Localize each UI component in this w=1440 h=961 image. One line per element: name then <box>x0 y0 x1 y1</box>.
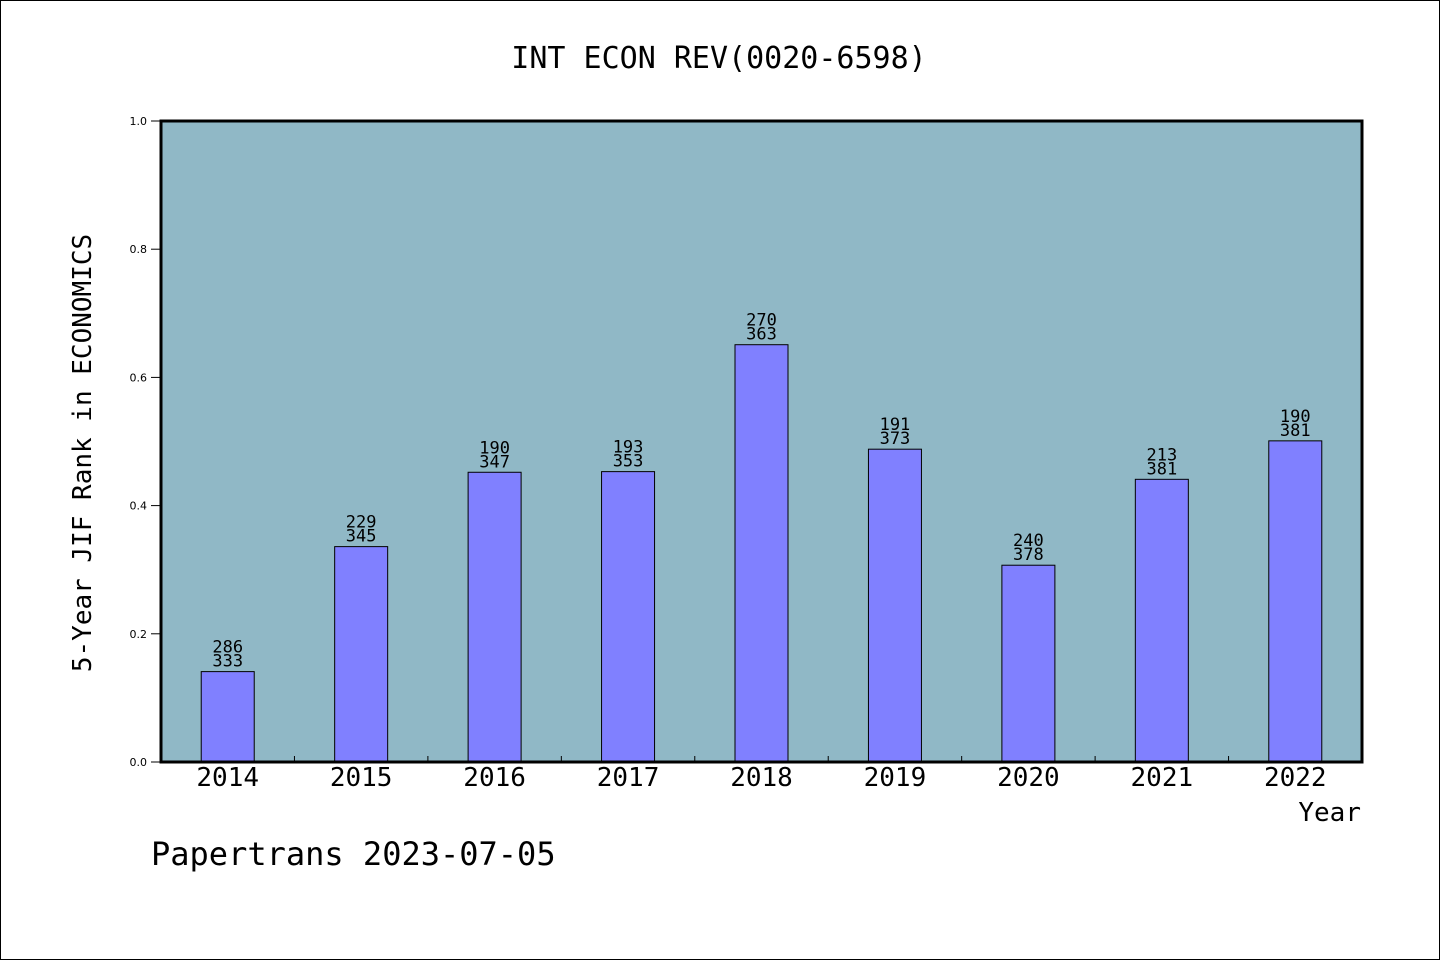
total-label-2021: 381 <box>1146 459 1177 479</box>
x-tick-label-2014: 2014 <box>196 763 259 793</box>
y-tick-label: 0.0 <box>130 756 148 769</box>
y-tick-label: 0.4 <box>130 500 148 513</box>
y-tick-label: 0.2 <box>130 628 148 641</box>
y-tick-label: 1.0 <box>130 115 148 128</box>
rank-label-2015: 229 <box>346 513 377 533</box>
rank-label-2017: 193 <box>613 438 644 458</box>
watermark-text: Papertrans 2023-07-05 <box>151 835 556 873</box>
total-label-2016: 347 <box>479 452 510 472</box>
rank-label-2022: 190 <box>1280 407 1311 427</box>
bar-2018 <box>734 344 789 763</box>
data-labels-layer: 2863332293451903471933532703631913732403… <box>212 311 1310 672</box>
total-label-2014: 333 <box>212 652 243 672</box>
bar-2017 <box>601 471 656 763</box>
bar-2015 <box>334 546 389 763</box>
bar-2022 <box>1268 440 1323 763</box>
total-label-2020: 378 <box>1013 545 1044 565</box>
rank-label-2019: 191 <box>880 415 911 435</box>
x-tick-label-2021: 2021 <box>1131 763 1194 793</box>
x-tick-label-2016: 2016 <box>463 763 526 793</box>
x-tick-label-2022: 2022 <box>1264 763 1327 793</box>
bar-2014 <box>200 671 255 763</box>
rank-label-2014: 286 <box>212 638 243 658</box>
x-tick-label-2015: 2015 <box>330 763 393 793</box>
x-tick-label-2018: 2018 <box>730 763 793 793</box>
x-tick-label-2017: 2017 <box>597 763 660 793</box>
total-label-2019: 373 <box>880 429 911 449</box>
total-label-2022: 381 <box>1280 421 1311 441</box>
x-axis-title: Year <box>1298 798 1361 828</box>
bar-2019 <box>867 448 922 763</box>
y-tick-label: 0.6 <box>130 371 148 384</box>
bars-layer <box>200 344 1323 763</box>
y-axis-title: 5-Year JIF Rank in ECONOMICS <box>68 234 98 672</box>
bar-2021 <box>1134 478 1189 763</box>
bar-2016 <box>467 471 522 763</box>
x-axis: 2014 2015 2016 2017 2018 2019 2020 2021 2022 <box>196 756 1327 793</box>
x-tick-label-2019: 2019 <box>864 763 927 793</box>
rank-label-2021: 213 <box>1146 445 1177 465</box>
y-tick-label: 0.8 <box>130 243 148 256</box>
total-label-2015: 345 <box>346 527 377 547</box>
rank-label-2016: 190 <box>479 438 510 458</box>
chart-title: INT ECON REV(0020-6598) <box>511 41 926 76</box>
rank-label-2020: 240 <box>1013 531 1044 551</box>
rank-label-2018: 270 <box>746 311 777 331</box>
total-label-2017: 353 <box>613 452 644 472</box>
total-label-2018: 363 <box>746 325 777 345</box>
x-tick-label-2020: 2020 <box>997 763 1060 793</box>
bar-2020 <box>1001 564 1056 763</box>
plot-border <box>159 119 1364 764</box>
y-axis: 0.0 0.2 0.4 0.6 0.8 1.0 <box>130 115 161 769</box>
